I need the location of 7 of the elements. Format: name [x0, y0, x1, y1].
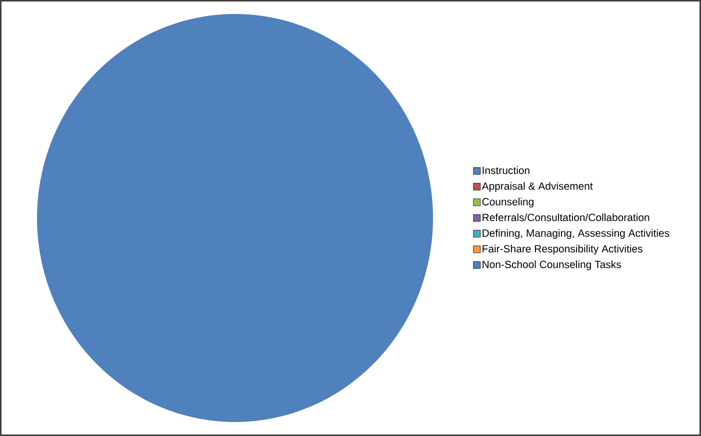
legend-label: Counseling — [482, 198, 534, 208]
legend-label: Non-School Counseling Tasks — [482, 260, 621, 270]
legend-label: Defining, Managing, Assessing Activities — [482, 229, 670, 239]
legend-label: Referrals/Consultation/Collaboration — [482, 213, 650, 222]
legend-label: Appraisal & Advisement — [482, 182, 593, 192]
legend-label: Instruction — [482, 166, 530, 174]
legend-label: Fair-Share Responsibility Activities — [482, 244, 642, 255]
